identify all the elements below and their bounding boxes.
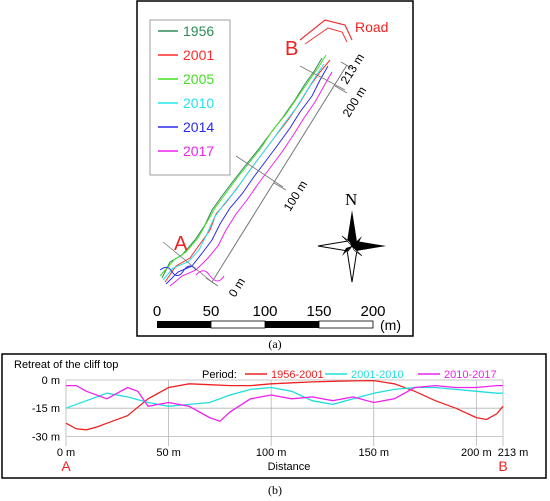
- scale-tick-200: 200: [360, 303, 385, 320]
- y-tick-label-1: -15 m: [32, 403, 60, 415]
- x-tick-label-5: 213 m: [498, 447, 529, 459]
- cliff-lines: [159, 54, 333, 287]
- chart-x-ticks: 0 m 50 m 100 m 150 m 200 m 213 m: [57, 447, 528, 459]
- chart-y-ticks: 0 m -15 m -30 m: [32, 375, 60, 443]
- map-point-b: B: [285, 38, 298, 60]
- y-tick-label-0: 0 m: [42, 375, 60, 387]
- chart-start-label: A: [61, 458, 71, 474]
- north-arrow-icon: [317, 210, 386, 283]
- transect-axis: [162, 61, 354, 287]
- caption-a: (a): [268, 337, 281, 351]
- map-legend: 1956 2001 2005 2010 2014 2017: [149, 19, 231, 176]
- chart-series: [65, 379, 504, 431]
- chart-grid: [65, 379, 504, 446]
- legend-label-1956: 1956: [183, 23, 214, 39]
- series-line-2001-2010: [65, 386, 503, 409]
- scale-tick-50: 50: [203, 303, 220, 320]
- scale-unit: (m): [380, 317, 401, 333]
- legend-label-2017: 2017: [183, 143, 214, 159]
- scale-tick-150: 150: [306, 303, 331, 320]
- north-label: N: [345, 190, 357, 209]
- x-tick-label-2: 100 m: [256, 447, 287, 459]
- x-tick-label-1: 50 m: [156, 447, 180, 459]
- scale-tick-100: 100: [252, 303, 277, 320]
- chart-legend-title: Period:: [202, 369, 237, 381]
- chart-legend-label-1: 2001-2010: [351, 369, 404, 381]
- legend-label-2001: 2001: [183, 47, 214, 63]
- chart-title: Retreat of the cliff top: [14, 359, 118, 371]
- series-line-2010-2017: [66, 384, 503, 423]
- legend-label-2010: 2010: [183, 95, 214, 111]
- x-tick-label-4: 200 m: [461, 447, 492, 459]
- x-tick-label-3: 150 m: [358, 447, 389, 459]
- chart-x-label: Distance: [268, 461, 311, 473]
- x-tick-label-0: 0 m: [57, 447, 75, 459]
- scale-tick-0: 0: [153, 303, 161, 320]
- y-tick-label-2: -30 m: [32, 431, 60, 443]
- chart-legend: 1956-2001 2001-2010 2010-2017: [245, 369, 497, 381]
- road-label: Road: [355, 19, 388, 35]
- series-line-1956-2001: [65, 379, 504, 431]
- legend-label-2005: 2005: [183, 71, 214, 87]
- legend-label-2014: 2014: [183, 119, 214, 135]
- chart-end-label: B: [498, 458, 507, 474]
- caption-b: (b): [268, 483, 282, 497]
- scale-bar: [157, 320, 374, 329]
- chart-legend-label-0: 1956-2001: [271, 369, 324, 381]
- road: [299, 19, 353, 41]
- map-point-a: A: [174, 233, 188, 255]
- chart-frame: [1, 353, 547, 479]
- chart-legend-label-2: 2010-2017: [444, 369, 497, 381]
